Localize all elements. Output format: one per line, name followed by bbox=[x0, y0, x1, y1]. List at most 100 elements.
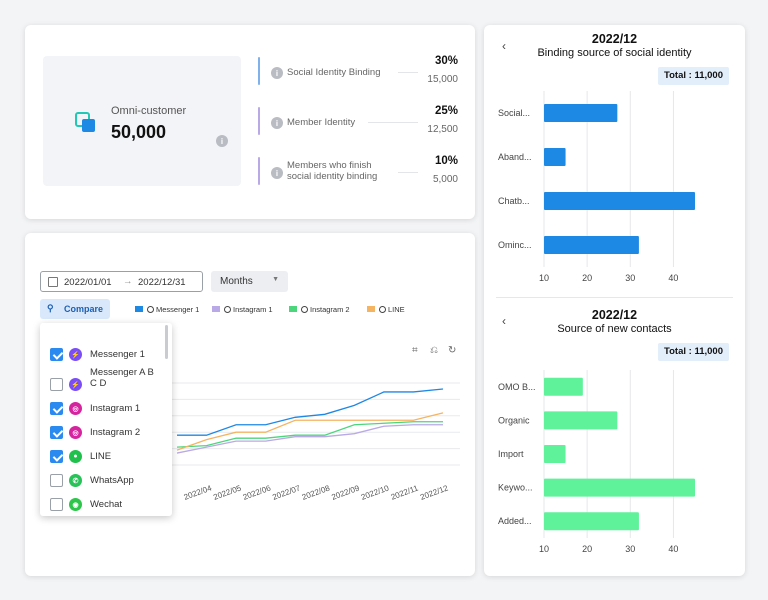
date-range-picker[interactable]: 2022/01/01 → 2022/12/31 bbox=[40, 271, 203, 292]
legend-item[interactable]: Instagram 1 bbox=[212, 305, 273, 314]
period-select[interactable]: Months ▼ bbox=[211, 271, 288, 292]
x-tick-label: 20 bbox=[582, 544, 592, 554]
metric-percent: 10% bbox=[434, 155, 458, 167]
legend-label: Instagram 1 bbox=[233, 305, 273, 314]
bar bbox=[544, 512, 639, 531]
metric-member-identity: i Member Identity 25% 12,500 bbox=[258, 105, 458, 139]
messenger-icon bbox=[147, 306, 154, 313]
x-tick-label: 2022/04 bbox=[183, 483, 214, 502]
bar bbox=[544, 377, 583, 396]
checkbox[interactable] bbox=[50, 348, 63, 361]
x-tick-label: 30 bbox=[625, 544, 635, 554]
legend-item[interactable]: LINE bbox=[367, 305, 405, 314]
x-tick-label: 2022/11 bbox=[390, 483, 420, 501]
info-icon[interactable]: i bbox=[216, 135, 228, 147]
series-line bbox=[176, 421, 443, 448]
checkbox[interactable] bbox=[50, 474, 63, 487]
x-tick-label: 2022/06 bbox=[242, 483, 273, 502]
metric-accent-bar bbox=[258, 157, 260, 185]
checkbox[interactable] bbox=[50, 402, 63, 415]
y-category-label: Social... bbox=[498, 108, 530, 118]
dropdown-item-label: LINE bbox=[90, 451, 112, 462]
back-chevron-icon[interactable]: ‹ bbox=[502, 314, 506, 328]
bar bbox=[544, 478, 695, 497]
y-category-label: Aband... bbox=[498, 152, 532, 162]
bicycle-icon: ⚲ bbox=[47, 303, 54, 313]
metric-label: Social Identity Binding bbox=[287, 67, 381, 78]
dropdown-item-label: Messenger 1 bbox=[90, 349, 145, 360]
contacts-panel-year: 2022/12 bbox=[591, 308, 638, 322]
x-tick-label: 2022/09 bbox=[330, 483, 361, 502]
x-tick-label: 10 bbox=[539, 273, 549, 283]
checkbox[interactable] bbox=[50, 378, 63, 391]
source-charts-card: ‹ 2022/12 Binding source of social ident… bbox=[484, 25, 745, 576]
compare-label: Compare bbox=[64, 304, 104, 314]
divider bbox=[496, 297, 733, 298]
metric-percent: 25% bbox=[434, 105, 458, 117]
zoom-icon[interactable]: ⌗ bbox=[412, 345, 418, 356]
x-tick-label: 40 bbox=[668, 544, 678, 554]
series-line bbox=[176, 424, 443, 454]
y-category-label: Added... bbox=[498, 516, 532, 526]
start-date: 2022/01/01 bbox=[64, 277, 112, 288]
x-tick-label: 2022/12 bbox=[419, 483, 450, 502]
binding-panel-year: 2022/12 bbox=[591, 32, 638, 46]
legend-label: Messenger 1 bbox=[156, 305, 200, 314]
y-category-label: OMO B... bbox=[498, 382, 536, 392]
bar bbox=[544, 148, 566, 166]
checkbox[interactable] bbox=[50, 450, 63, 463]
bar bbox=[544, 411, 618, 430]
metric-percent: 30% bbox=[434, 55, 458, 67]
y-category-label: Import bbox=[498, 449, 524, 459]
legend-item[interactable]: Messenger 1 bbox=[135, 305, 199, 314]
legend-item[interactable]: Instagram 2 bbox=[289, 305, 350, 314]
legend-label: Instagram 2 bbox=[310, 305, 350, 314]
info-icon[interactable]: i bbox=[271, 67, 283, 79]
instagram-icon: ◎ bbox=[69, 402, 82, 415]
channel-dropdown: ⚡ Messenger 1 ⚡ Messenger A B C D ◎ Inst… bbox=[40, 323, 172, 516]
checkbox[interactable] bbox=[50, 498, 63, 511]
info-icon[interactable]: i bbox=[271, 117, 283, 129]
messenger-icon: ⚡ bbox=[69, 378, 82, 391]
dropdown-item-label: WhatsApp bbox=[90, 475, 134, 486]
legend-swatch bbox=[135, 306, 143, 312]
metric-accent-bar bbox=[258, 107, 260, 135]
omni-customer-label: Omni-customer bbox=[111, 105, 187, 117]
bar bbox=[544, 192, 695, 210]
metric-label: Member Identity bbox=[287, 117, 356, 128]
omni-customer-box: Omni-customer 50,000 i bbox=[43, 56, 241, 186]
binding-panel-total: Total : 11,000 bbox=[658, 67, 729, 85]
divider bbox=[368, 122, 418, 123]
metric-accent-bar bbox=[258, 57, 260, 85]
omni-customer-value: 50,000 bbox=[111, 122, 167, 142]
zoom-reset-icon[interactable]: ⎌ bbox=[430, 345, 438, 356]
dropdown-item-label: Wechat bbox=[90, 499, 123, 510]
legend-label: LINE bbox=[388, 305, 405, 314]
metric-social-identity-binding: i Social Identity Binding 30% 15,000 bbox=[258, 55, 458, 89]
y-category-label: Keywo... bbox=[498, 483, 533, 493]
series-line bbox=[177, 388, 444, 436]
x-tick-label: 20 bbox=[582, 273, 592, 283]
metric-label: Members who finish social identity bindi… bbox=[287, 160, 378, 182]
scrollbar[interactable] bbox=[165, 325, 168, 359]
y-category-label: Chatb... bbox=[498, 196, 530, 206]
arrow-right-icon: → bbox=[123, 276, 133, 287]
refresh-icon[interactable]: ↻ bbox=[448, 345, 457, 356]
x-tick-label: 40 bbox=[668, 273, 678, 283]
metric-count: 5,000 bbox=[432, 174, 458, 185]
checkbox[interactable] bbox=[50, 426, 63, 439]
compare-button[interactable]: ⚲ Compare bbox=[40, 299, 110, 319]
contacts-panel-total: Total : 11,000 bbox=[658, 343, 729, 361]
trend-line-chart: 2022/04 2022/05 2022/06 2022/07 2022/08 2022/… bbox=[155, 382, 460, 502]
back-chevron-icon[interactable]: ‹ bbox=[502, 39, 506, 53]
bar bbox=[544, 445, 566, 463]
info-icon[interactable]: i bbox=[271, 167, 283, 179]
period-value: Months bbox=[220, 276, 253, 287]
metric-members-finish-binding: i Members who finish social identity bin… bbox=[258, 155, 458, 189]
x-tick-label: 2022/07 bbox=[271, 483, 302, 502]
instagram-icon: ◎ bbox=[69, 426, 82, 439]
x-tick-label: 2022/08 bbox=[301, 483, 332, 502]
wechat-icon: ◉ bbox=[69, 498, 82, 511]
x-tick-label: 30 bbox=[625, 273, 635, 283]
dropdown-item-label: Instagram 2 bbox=[90, 427, 141, 438]
